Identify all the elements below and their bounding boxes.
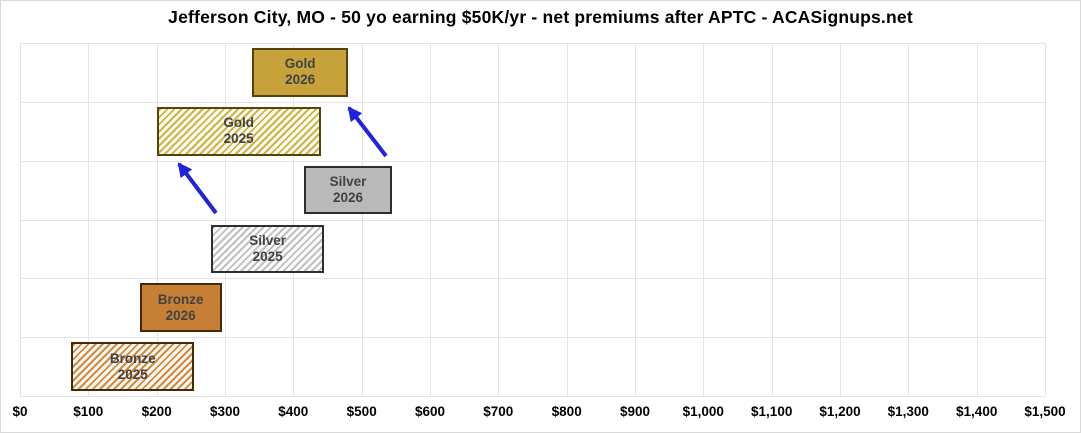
x-tick-label: $700 [483, 404, 514, 419]
x-tick-label: $1,500 [1024, 404, 1066, 419]
y-gridline [20, 101, 1045, 103]
bar-label-year: 2026 [285, 72, 316, 88]
bar-gold-2025: Gold 2025 [156, 106, 321, 156]
bar-label-year: 2025 [252, 248, 283, 264]
x-tick-label: $1,000 [682, 404, 724, 419]
bar-bronze-2026: Bronze 2026 [139, 283, 222, 333]
y-gridline [20, 219, 1045, 221]
bar-gold-2026: Gold 2026 [252, 48, 348, 97]
bar-label-year: 2025 [223, 131, 254, 147]
x-tick-label: $400 [278, 404, 309, 419]
bar-label-year: 2026 [165, 307, 196, 323]
y-gridline [20, 396, 1045, 397]
bar-silver-2025: Silver 2025 [211, 224, 324, 274]
bar-label-tier: Gold [223, 115, 255, 131]
x-tick-label: $1,100 [751, 404, 793, 419]
chart-title: Jefferson City, MO - 50 yo earning $50K/… [168, 7, 913, 27]
bar-label-year: 2025 [117, 366, 148, 382]
x-tick-label: $1,400 [956, 404, 998, 419]
x-tick-label: $1,300 [887, 404, 929, 419]
x-tick-label: $500 [346, 404, 377, 419]
x-tick-label: $600 [414, 404, 446, 419]
x-tick-label: $1,200 [819, 404, 861, 419]
bar-bronze-2025: Bronze 2025 [71, 342, 195, 391]
x-tick-label: $800 [551, 404, 582, 419]
x-tick-label: $300 [209, 404, 241, 419]
y-gridline [20, 43, 1045, 44]
bar-silver-2026: Silver 2026 [303, 165, 393, 215]
bar-label-tier: Gold [284, 56, 316, 72]
y-gridline [20, 278, 1045, 280]
bar-label-year: 2026 [332, 190, 364, 206]
x-tick-label: $0 [12, 404, 28, 419]
bar-label-tier: Bronze [157, 291, 204, 307]
bar-label-tier: Bronze [109, 350, 156, 366]
x-gridline [1045, 43, 1046, 396]
x-tick-label: $200 [141, 404, 172, 419]
bar-label-tier: Silver [329, 174, 367, 190]
y-gridline [20, 337, 1045, 339]
bar-label-tier: Silver [249, 232, 287, 248]
y-gridline [20, 160, 1045, 162]
x-tick-label: $900 [619, 404, 651, 419]
x-tick-label: $100 [73, 404, 104, 419]
